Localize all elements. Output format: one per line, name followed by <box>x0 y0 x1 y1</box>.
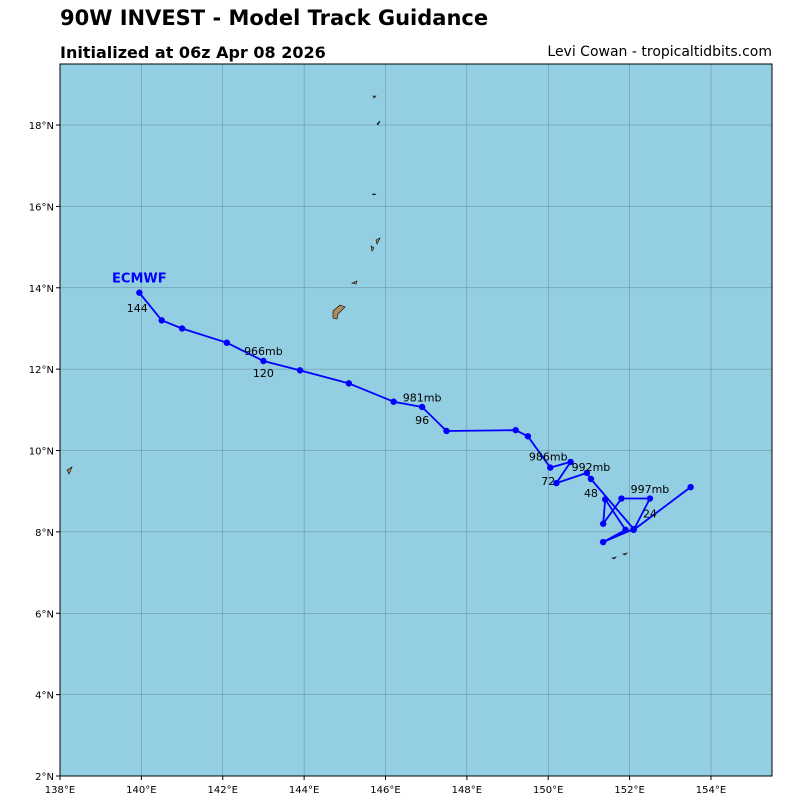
track-annotation: 992mb <box>572 461 611 474</box>
lat-tick-label: 2°N <box>35 772 54 783</box>
track-point <box>587 475 595 483</box>
track-annotation: 997mb <box>631 483 670 496</box>
track-point <box>567 458 574 466</box>
saipan-island <box>375 237 381 245</box>
chuuk-island-west <box>611 556 617 560</box>
track-point <box>547 464 554 471</box>
agrihan-island <box>372 95 377 99</box>
axis-ticks: 138°E 140°E 142°E 144°E 146°E 148°E 150°E 152°E… <box>29 121 726 796</box>
lat-tick-label: 14°N <box>29 284 54 295</box>
track-annotation: 120 <box>253 367 274 380</box>
lat-tick-label: 6°N <box>35 609 54 620</box>
track-point <box>599 520 607 527</box>
track-annotation: 96 <box>415 414 429 427</box>
track-point <box>687 483 694 491</box>
pagan-island <box>376 120 381 126</box>
lat-tick-label: 4°N <box>35 691 54 702</box>
track-point <box>583 469 591 477</box>
graticule <box>59 64 772 777</box>
track-point <box>646 495 654 502</box>
track-point <box>136 289 143 296</box>
lon-tick-label: 148°E <box>452 785 482 796</box>
track-point <box>345 380 353 387</box>
map-frame <box>59 63 773 777</box>
tinian-island <box>370 245 375 252</box>
chuuk-island-east <box>622 552 628 556</box>
lon-tick-label: 150°E <box>533 785 563 796</box>
track-point <box>524 433 532 440</box>
track-point <box>158 317 165 324</box>
rota-island <box>351 280 358 285</box>
lat-tick-label: 8°N <box>35 528 54 539</box>
lat-tick-label: 16°N <box>29 202 54 213</box>
lon-tick-label: 146°E <box>370 785 400 796</box>
track-point <box>296 367 304 374</box>
lon-tick-label: 144°E <box>289 785 319 796</box>
lon-tick-label: 152°E <box>614 785 644 796</box>
track-point <box>223 339 231 346</box>
model-track: 144 966mb 120 981mb 96 986mb 992mb 72 48 997mb 24 E… <box>112 272 694 546</box>
track-annotation: 144 <box>127 302 148 315</box>
track-point <box>599 538 607 546</box>
track-point <box>622 526 629 534</box>
track-point <box>512 426 519 434</box>
lat-tick-label: 18°N <box>29 121 54 132</box>
track-annotation: 72 <box>541 475 555 488</box>
model-name-label: ECMWF <box>112 272 167 287</box>
track-annotation: 24 <box>643 508 657 521</box>
chart-subtitle: Initialized at 06z Apr 08 2026 <box>60 43 326 62</box>
lon-tick-label: 140°E <box>126 785 156 796</box>
credit-text: Levi Cowan - tropicaltidbits.com <box>547 44 772 60</box>
ocean-background <box>60 64 772 776</box>
track-annotation: 48 <box>584 487 598 500</box>
track-line <box>138 292 692 543</box>
lon-tick-label: 142°E <box>208 785 238 796</box>
track-annotation: 981mb <box>403 392 442 405</box>
track-point <box>618 495 625 502</box>
track-point <box>390 398 397 405</box>
lon-tick-label: 154°E <box>696 785 726 796</box>
chart-title: 90W INVEST - Model Track Guidance <box>60 6 489 30</box>
track-annotation: 966mb <box>244 345 283 358</box>
track-point <box>178 325 186 332</box>
track-point <box>443 427 450 435</box>
lat-tick-label: 10°N <box>29 447 54 458</box>
track-point <box>553 479 560 487</box>
yap-island <box>66 466 73 475</box>
track-point <box>418 403 426 411</box>
guam-island <box>332 304 346 320</box>
anatahan-island <box>371 193 377 196</box>
track-point <box>601 496 609 503</box>
track-point <box>630 525 637 533</box>
lat-tick-label: 12°N <box>29 365 54 376</box>
track-annotation: 986mb <box>529 451 568 464</box>
track-point <box>260 357 267 365</box>
land-masses <box>66 95 628 560</box>
lon-tick-label: 138°E <box>45 785 75 796</box>
